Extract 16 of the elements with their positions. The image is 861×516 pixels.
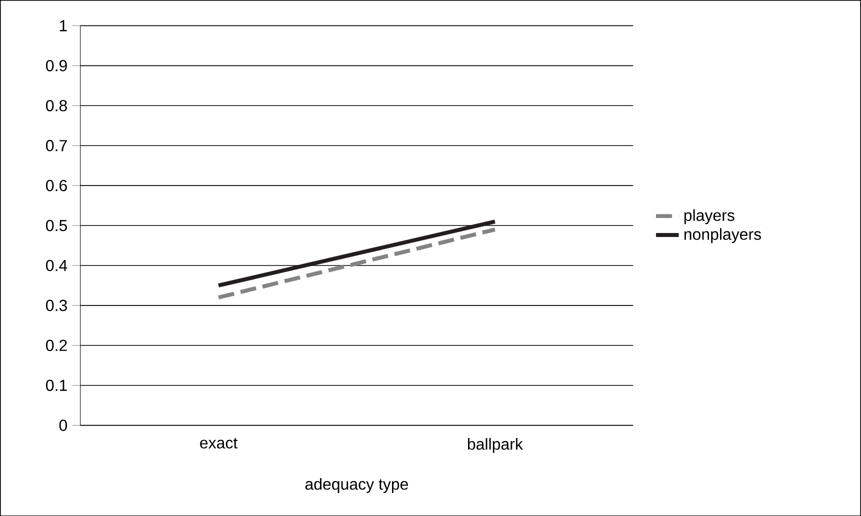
- y-tick-label: 0.5: [46, 220, 67, 232]
- legend-label: nonplayers: [684, 228, 761, 243]
- x-tick-label: exact: [200, 438, 238, 448]
- y-tick-label: 0.6: [46, 180, 67, 192]
- x-tick-label: ballpark: [468, 438, 523, 453]
- y-tick-label: 0.8: [46, 100, 67, 112]
- y-tick-label: 0.4: [46, 260, 68, 271]
- legend-label: players: [684, 209, 734, 224]
- y-tick-label: 0: [59, 420, 68, 431]
- y-tick-label: 0.1: [46, 380, 67, 391]
- y-tick-label: 1: [60, 20, 67, 32]
- y-tick-label: 0.9: [46, 60, 67, 72]
- y-tick-label: 0.2: [46, 340, 67, 351]
- y-tick-label: 0.7: [46, 140, 67, 152]
- y-tick-label: 0.3: [46, 300, 67, 311]
- x-axis-title: adequacy type: [305, 478, 408, 493]
